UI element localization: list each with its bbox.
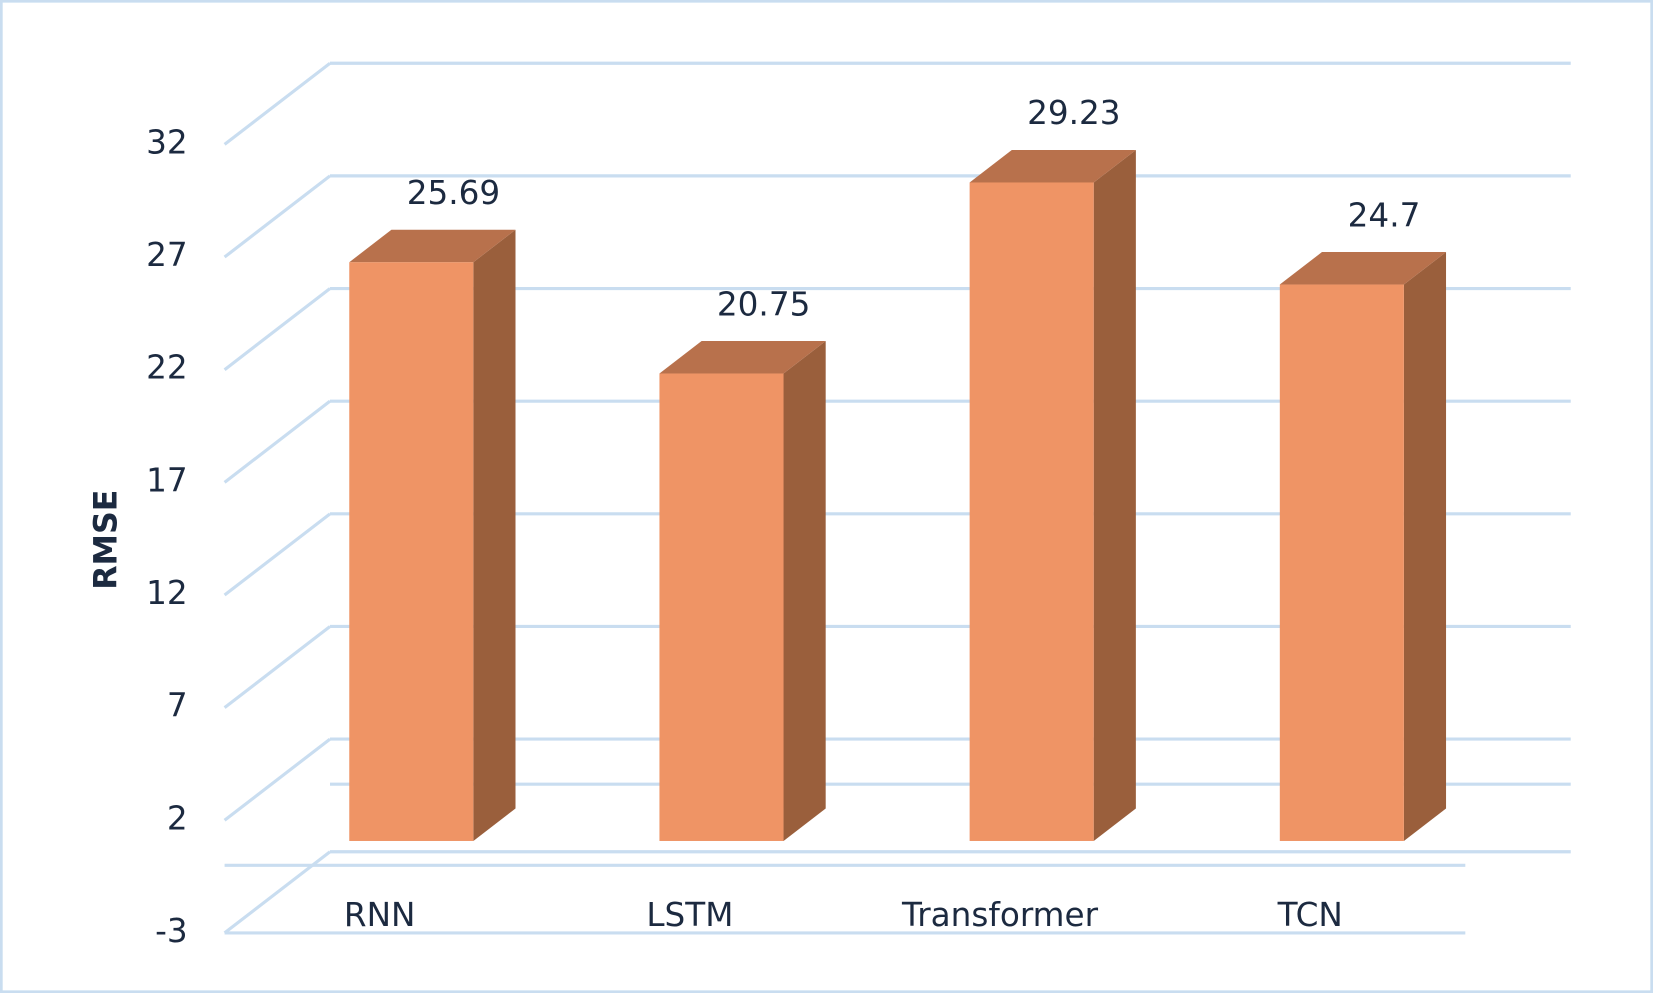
grid-line-side [223, 174, 331, 259]
value-label: 29.23 [1027, 94, 1121, 132]
value-label: 20.75 [717, 285, 811, 323]
grid-line-side [223, 399, 331, 484]
bar-top [349, 229, 516, 263]
y-tick-label: 32 [146, 123, 188, 161]
grid-line-side [223, 512, 331, 597]
y-tick-label: 2 [167, 799, 188, 837]
grid-line-side [223, 850, 331, 935]
x-tick-label: RNN [344, 896, 416, 934]
grid-line-side [223, 737, 331, 822]
bar [659, 373, 784, 841]
bar-side [1403, 252, 1447, 841]
value-label: 24.7 [1348, 196, 1421, 234]
bar [349, 262, 474, 841]
bar-top [1279, 252, 1447, 285]
y-tick-label: 12 [146, 574, 188, 612]
bar-side [783, 341, 826, 841]
y-tick-label: -3 [155, 912, 188, 950]
y-tick-label: 27 [146, 236, 188, 274]
bar-top [659, 341, 826, 374]
bar-side [473, 229, 516, 841]
x-tick-label: TCN [1277, 896, 1343, 934]
y-tick-label: 17 [146, 461, 188, 499]
grid-line-side [223, 625, 331, 709]
y-axis-label: RMSE [89, 490, 125, 590]
grid-line-side [223, 61, 331, 146]
y-tick-label: 22 [146, 349, 188, 387]
x-tick-label: LSTM [646, 896, 733, 934]
x-tick-label: Transformer [901, 896, 1099, 934]
value-label: 25.69 [407, 174, 501, 212]
bar [969, 182, 1094, 841]
y-tick-label: 7 [167, 687, 188, 725]
bar-top [969, 150, 1136, 183]
bar-side [1093, 150, 1136, 841]
grid-line-side [223, 287, 331, 371]
bar [1279, 284, 1404, 841]
